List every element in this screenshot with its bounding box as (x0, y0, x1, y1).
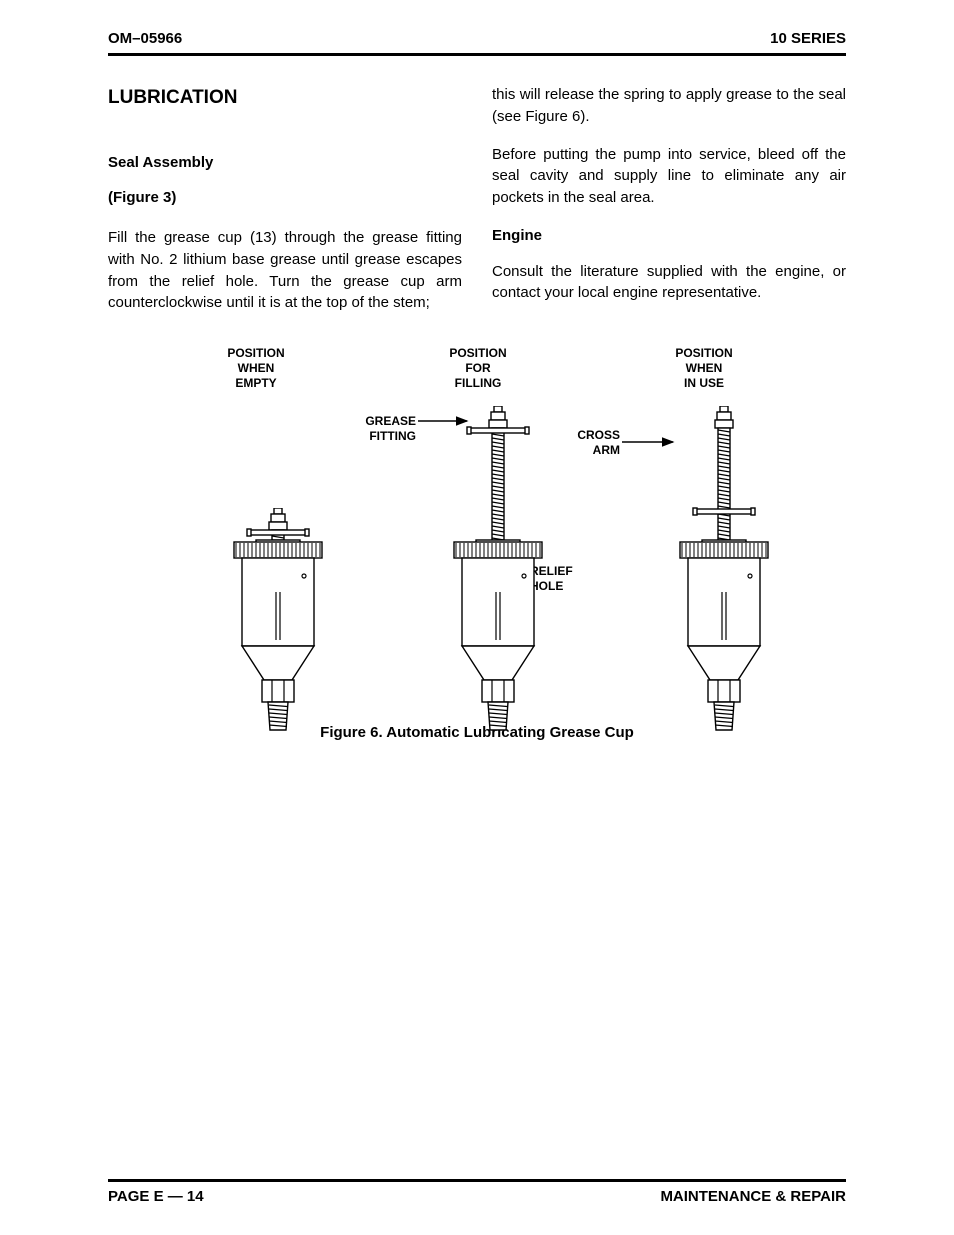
seal-assembly-heading: Seal Assembly (108, 152, 462, 174)
header-left: OM–05966 (108, 30, 182, 47)
header-right: 10 SERIES (770, 30, 846, 47)
right-para-2: Before putting the pump into service, bl… (492, 144, 846, 209)
section-title: LUBRICATION (108, 84, 462, 112)
engine-heading: Engine (492, 225, 846, 247)
grease-cup-3 (664, 406, 784, 739)
figure-ref: (Figure 3) (108, 187, 462, 209)
footer: PAGE E — 14 MAINTENANCE & REPAIR (108, 1179, 846, 1205)
grease-cup-2 (438, 406, 558, 739)
header-rule (108, 53, 846, 56)
grease-cup-1 (218, 508, 338, 739)
footer-left: PAGE E — 14 (108, 1188, 204, 1205)
seal-para: Fill the grease cup (13) through the gre… (108, 227, 462, 314)
engine-para: Consult the literature supplied with the… (492, 261, 846, 305)
right-para-1: this will release the spring to apply gr… (492, 84, 846, 128)
right-column: this will release the spring to apply gr… (492, 84, 846, 330)
footer-right: MAINTENANCE & REPAIR (660, 1188, 846, 1205)
figure-6: POSITIONWHENEMPTY POSITIONFORFILLING POS… (108, 346, 846, 741)
left-column: LUBRICATION Seal Assembly (Figure 3) Fil… (108, 84, 462, 330)
footer-rule (108, 1179, 846, 1182)
